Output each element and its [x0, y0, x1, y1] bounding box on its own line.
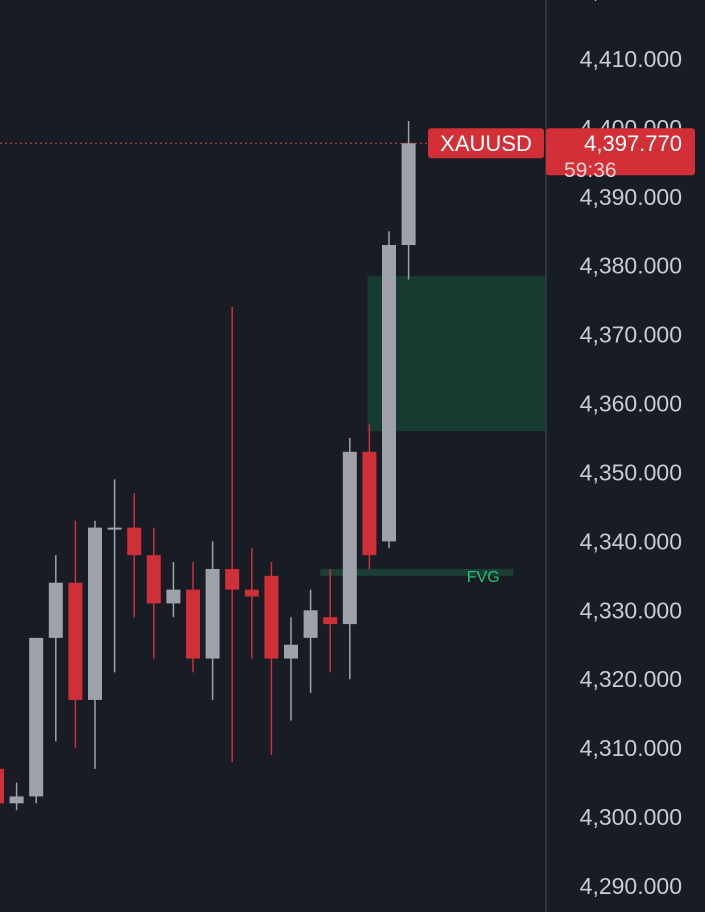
candle [0, 768, 4, 804]
symbol-label [428, 128, 544, 159]
zones-layer: FVG [320, 276, 546, 586]
candle [166, 562, 181, 618]
fvg-label: FVG [467, 569, 500, 586]
y-tick-label: 4,350.000 [580, 459, 682, 485]
y-tick-label: 4,370.000 [580, 322, 682, 348]
last-price-text: 4,397.770 [584, 131, 682, 156]
candle [205, 541, 220, 700]
candle [29, 637, 44, 804]
candle [88, 520, 102, 769]
candle-body [166, 589, 181, 604]
candle [401, 120, 416, 280]
y-tick-label: 4,410.000 [580, 46, 682, 72]
y-tick-label: 4,390.000 [580, 184, 682, 210]
symbol-text: XAUUSD [440, 131, 532, 156]
candle-body [107, 527, 122, 530]
candle [146, 527, 161, 659]
candle-body [146, 555, 161, 604]
candle [362, 424, 377, 569]
candle-body [186, 589, 200, 659]
y-tick-label: 4,360.000 [580, 391, 682, 417]
y-tick-label: 4,320.000 [580, 666, 682, 692]
candle [342, 438, 357, 680]
candle-body [0, 768, 4, 804]
candle [244, 548, 259, 659]
candle-body [323, 617, 338, 625]
candles-layer [0, 120, 416, 811]
candle [127, 493, 142, 618]
candle-body [205, 568, 220, 659]
candle-body [362, 451, 377, 556]
fvg-zone [320, 568, 514, 576]
candle-body [284, 644, 298, 659]
candle [382, 231, 396, 549]
candle [284, 617, 298, 721]
candle-body [264, 575, 279, 659]
candle-body [342, 451, 357, 625]
countdown-text: 59:36 [564, 159, 617, 182]
candle-body [88, 527, 102, 700]
y-tick-label: 4,420.000 [580, 0, 682, 3]
candle [48, 555, 63, 742]
candle-body [48, 582, 63, 638]
candle-body [401, 143, 416, 246]
candle-body [127, 527, 142, 556]
candle-body [29, 637, 44, 797]
price-labels-layer: XAUUSD 4,397.770 59:36 [428, 128, 695, 182]
y-tick-label: 4,340.000 [580, 528, 682, 554]
price-axis[interactable]: 4,420.0004,410.0004,400.0004,390.0004,38… [580, 0, 682, 899]
last-price-label [546, 128, 695, 176]
candle [186, 562, 200, 673]
y-tick-label: 4,310.000 [580, 735, 682, 761]
candle [264, 562, 279, 756]
candle-body [9, 796, 24, 804]
candle-body [244, 589, 259, 597]
candle-body [303, 610, 318, 638]
demand-zone [367, 276, 546, 432]
candle [303, 589, 318, 694]
candle [9, 782, 24, 811]
candle-body [382, 245, 396, 542]
candle-body [68, 582, 83, 700]
y-tick-label: 4,300.000 [580, 804, 682, 830]
candle [225, 307, 240, 762]
candle [68, 520, 83, 749]
candle-body [225, 568, 240, 590]
candle [107, 479, 122, 673]
y-tick-label: 4,290.000 [580, 873, 682, 899]
candle [323, 568, 338, 673]
y-tick-label: 4,330.000 [580, 597, 682, 623]
y-tick-label: 4,380.000 [580, 253, 682, 279]
